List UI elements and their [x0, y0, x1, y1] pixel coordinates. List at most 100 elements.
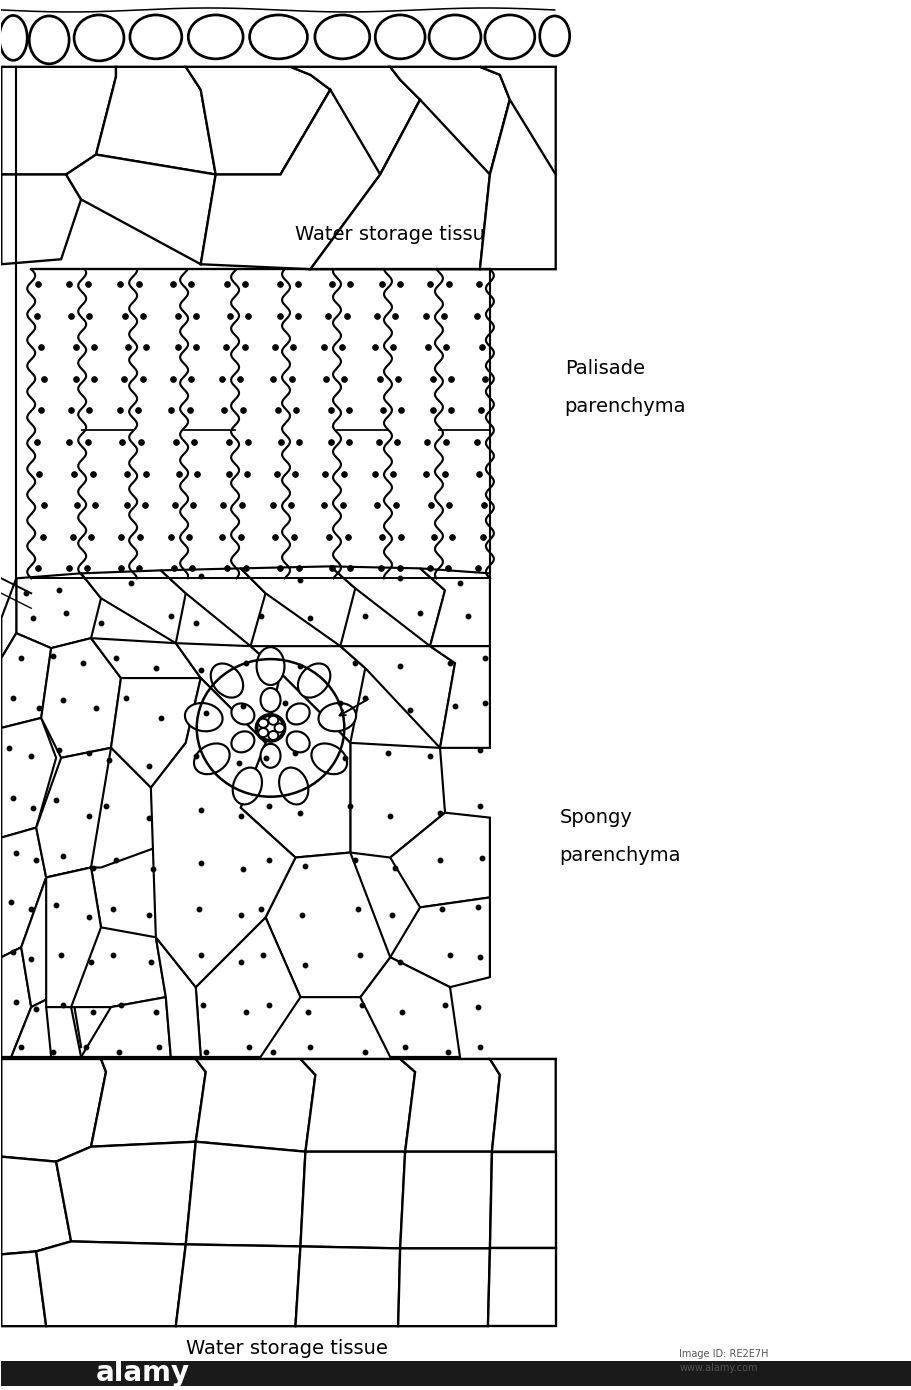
Polygon shape — [1, 1156, 71, 1254]
Polygon shape — [241, 566, 355, 646]
Polygon shape — [390, 898, 489, 987]
Polygon shape — [1, 1059, 106, 1162]
Polygon shape — [1, 1251, 46, 1326]
Text: Palisade: Palisade — [564, 360, 644, 378]
Text: parenchyma: parenchyma — [564, 398, 685, 417]
Ellipse shape — [256, 648, 284, 685]
Polygon shape — [156, 937, 200, 1056]
Text: www.alamy.com: www.alamy.com — [679, 1364, 757, 1373]
Polygon shape — [479, 100, 555, 270]
Polygon shape — [330, 566, 445, 646]
Ellipse shape — [0, 15, 27, 60]
Ellipse shape — [258, 719, 268, 728]
Polygon shape — [176, 1244, 300, 1326]
Polygon shape — [300, 1059, 415, 1152]
Ellipse shape — [428, 15, 480, 58]
Polygon shape — [295, 1247, 400, 1326]
Bar — [1, 1361, 910, 1386]
Polygon shape — [11, 987, 81, 1056]
Ellipse shape — [268, 716, 278, 724]
Polygon shape — [1, 67, 116, 175]
Polygon shape — [300, 1152, 404, 1248]
Ellipse shape — [268, 731, 278, 739]
Polygon shape — [16, 573, 101, 648]
Polygon shape — [81, 997, 170, 1056]
Ellipse shape — [129, 15, 181, 58]
Polygon shape — [1, 827, 46, 958]
Text: Water storage tissu: Water storage tissu — [295, 225, 485, 243]
Text: Image ID: RE2E7H: Image ID: RE2E7H — [679, 1350, 768, 1359]
Ellipse shape — [231, 703, 254, 724]
Ellipse shape — [374, 15, 425, 58]
Ellipse shape — [286, 703, 310, 724]
Ellipse shape — [311, 744, 347, 774]
Polygon shape — [390, 813, 489, 908]
Ellipse shape — [256, 714, 284, 741]
Ellipse shape — [261, 688, 281, 712]
Polygon shape — [91, 638, 200, 742]
Polygon shape — [420, 569, 489, 646]
Polygon shape — [1, 717, 56, 838]
Polygon shape — [489, 1059, 555, 1152]
Polygon shape — [251, 646, 365, 742]
Ellipse shape — [274, 723, 284, 733]
Polygon shape — [281, 67, 420, 175]
Polygon shape — [150, 678, 295, 987]
Ellipse shape — [279, 767, 308, 805]
Text: alamy: alamy — [96, 1359, 190, 1387]
Polygon shape — [21, 867, 101, 1008]
Ellipse shape — [188, 15, 243, 58]
Polygon shape — [56, 1141, 196, 1244]
Ellipse shape — [194, 744, 230, 774]
Polygon shape — [186, 67, 330, 175]
Ellipse shape — [29, 15, 69, 64]
Polygon shape — [1, 578, 16, 657]
Polygon shape — [310, 100, 489, 270]
Polygon shape — [36, 1241, 186, 1326]
Polygon shape — [479, 67, 555, 175]
Polygon shape — [91, 1059, 206, 1147]
Ellipse shape — [539, 15, 569, 56]
Polygon shape — [186, 1141, 305, 1247]
Polygon shape — [400, 1152, 491, 1248]
Ellipse shape — [298, 663, 330, 698]
Ellipse shape — [185, 703, 222, 731]
Text: Spongy: Spongy — [559, 808, 632, 827]
Ellipse shape — [318, 703, 355, 731]
Polygon shape — [430, 646, 489, 748]
Polygon shape — [96, 67, 216, 175]
Polygon shape — [241, 673, 350, 858]
Polygon shape — [1, 175, 81, 264]
Ellipse shape — [485, 15, 534, 58]
Polygon shape — [46, 1008, 81, 1056]
Polygon shape — [36, 748, 121, 877]
Polygon shape — [350, 742, 445, 858]
Ellipse shape — [258, 728, 268, 737]
Polygon shape — [196, 917, 300, 1056]
Polygon shape — [111, 678, 200, 788]
Polygon shape — [176, 644, 281, 742]
Ellipse shape — [250, 15, 307, 58]
Ellipse shape — [74, 15, 124, 61]
Polygon shape — [265, 852, 390, 997]
Ellipse shape — [232, 767, 261, 805]
Polygon shape — [91, 748, 156, 867]
Polygon shape — [46, 867, 111, 1008]
Polygon shape — [41, 638, 121, 758]
Ellipse shape — [231, 731, 254, 752]
Polygon shape — [489, 1152, 555, 1248]
Ellipse shape — [210, 663, 243, 698]
Polygon shape — [400, 1059, 499, 1152]
Polygon shape — [196, 1059, 315, 1152]
Polygon shape — [160, 569, 265, 646]
Ellipse shape — [261, 744, 281, 767]
Text: Water storage tissue: Water storage tissue — [186, 1339, 387, 1358]
Polygon shape — [71, 927, 166, 1008]
Polygon shape — [67, 154, 216, 264]
Text: parenchyma: parenchyma — [559, 847, 681, 865]
Polygon shape — [398, 1248, 489, 1326]
Polygon shape — [380, 67, 509, 175]
Polygon shape — [1, 947, 31, 1056]
Polygon shape — [81, 570, 186, 644]
Polygon shape — [360, 958, 459, 1056]
